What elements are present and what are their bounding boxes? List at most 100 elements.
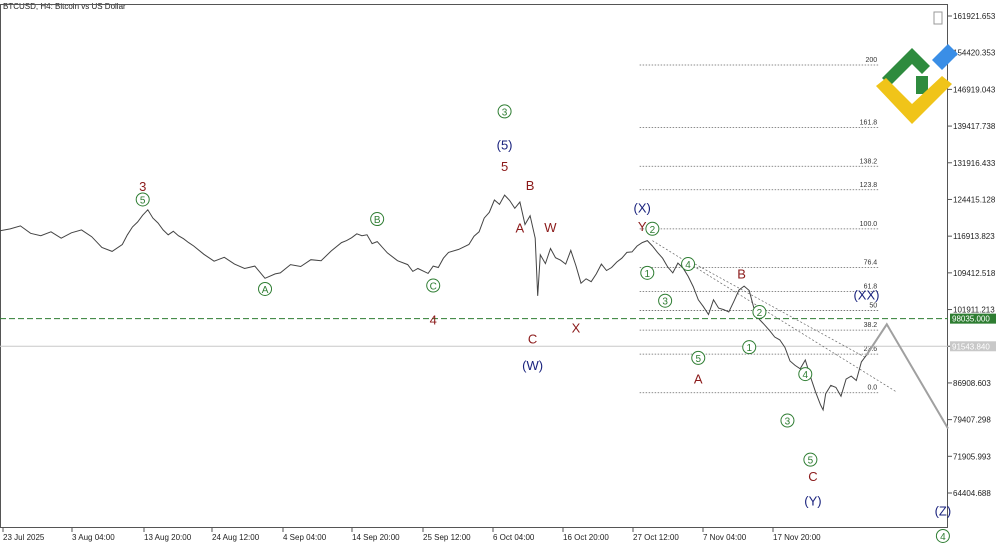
y-tick-label: 146919.043 xyxy=(953,85,996,94)
wave-label: B xyxy=(737,266,746,281)
wave-label: 1 xyxy=(746,343,752,354)
price-tags: 98035.000 91543.840 xyxy=(950,313,996,352)
wave-label-circle xyxy=(640,265,655,280)
x-tick-label: 13 Aug 20:00 xyxy=(144,533,192,542)
fib-level-label: 0.0 xyxy=(867,385,877,392)
axes xyxy=(0,4,948,528)
wave-label: B xyxy=(374,215,381,226)
wave-label: 4 xyxy=(803,370,809,381)
wave-label: 1 xyxy=(645,269,651,280)
x-tick-label: 7 Nov 04:00 xyxy=(703,533,747,542)
wave-label: 4 xyxy=(430,312,437,327)
price-tag-box xyxy=(950,313,996,324)
wave-label: 5 xyxy=(501,159,508,174)
projection-path xyxy=(865,322,949,430)
wave-label: W xyxy=(544,220,557,235)
horizontal-lines xyxy=(0,318,948,347)
fib-level-label: 76.4 xyxy=(864,260,878,267)
x-tick-label: 17 Nov 20:00 xyxy=(773,533,821,542)
fib-level-label: 200 xyxy=(866,57,878,64)
wave-label: C xyxy=(430,282,437,293)
wave-label: 3 xyxy=(139,179,146,194)
wave-label: A xyxy=(694,371,703,386)
wave-label: B xyxy=(526,178,535,193)
trend-line xyxy=(687,259,867,359)
price-series xyxy=(0,194,867,412)
wave-label: 5 xyxy=(695,354,701,365)
price-tag-label: 91543.840 xyxy=(952,342,990,351)
wave-label: 3 xyxy=(662,297,668,308)
fibonacci-levels: 200161.8138.2123.8100.076.461.85038.223.… xyxy=(639,57,880,394)
brand-logo-icon xyxy=(876,44,958,124)
x-tick-label: 25 Sep 12:00 xyxy=(423,533,471,542)
x-axis-ticks: 23 Jul 2025 3 Aug 04:00 13 Aug 20:00 24 Aug… xyxy=(2,528,821,542)
wave-label-circle xyxy=(935,528,950,543)
fib-level-label: 61.8 xyxy=(864,283,878,290)
wave-label: (X) xyxy=(634,200,651,215)
x-tick-label: 3 Aug 04:00 xyxy=(72,533,115,542)
y-tick-label: 161921.653 xyxy=(953,12,996,21)
wave-label-circle xyxy=(258,281,273,296)
x-tick-label: 24 Aug 12:00 xyxy=(212,533,260,542)
fib-level-label: 123.8 xyxy=(860,182,878,189)
wave-label-circle xyxy=(645,221,660,236)
price-tag-box xyxy=(950,341,996,352)
wave-label: X xyxy=(572,321,581,336)
wave-label: Y xyxy=(638,219,647,234)
x-tick-label: 6 Oct 04:00 xyxy=(493,533,535,542)
y-tick-label: 79407.298 xyxy=(953,416,991,425)
wave-label: C xyxy=(528,331,537,346)
fib-level-label: 100.0 xyxy=(860,221,878,228)
wave-label-circle xyxy=(803,452,818,467)
y-tick-label: 71905.993 xyxy=(953,452,991,461)
x-tick-label: 16 Oct 20:00 xyxy=(563,533,609,542)
wave-label: (Y) xyxy=(804,494,821,509)
y-tick-label: 139417.738 xyxy=(953,122,996,131)
wave-label: A xyxy=(516,220,525,235)
projection-line xyxy=(865,322,949,430)
y-tick-label: 101911.213 xyxy=(953,306,995,315)
wave-label-circle xyxy=(681,257,696,272)
y-tick-label: 86908.603 xyxy=(953,379,991,388)
y-tick-label: 124415.128 xyxy=(953,195,996,204)
autoscroll-toggle[interactable] xyxy=(933,11,943,25)
wave-label: 2 xyxy=(650,225,656,236)
wave-label-circle xyxy=(752,304,767,319)
wave-label: (W) xyxy=(522,358,543,373)
logo-blue-stroke xyxy=(932,44,958,70)
x-tick-label: 14 Sep 20:00 xyxy=(352,533,400,542)
wave-label-circle xyxy=(658,293,673,308)
wave-label-circle xyxy=(780,413,795,428)
trend-lines xyxy=(652,240,898,393)
price-line xyxy=(0,194,867,412)
y-tick-label: 64404.688 xyxy=(953,489,991,498)
wave-label: 5 xyxy=(808,456,814,467)
wave-label: 4 xyxy=(940,532,946,543)
x-tick-label: 23 Jul 2025 xyxy=(3,533,45,542)
wave-label: C xyxy=(808,469,817,484)
fib-level-label: 138.2 xyxy=(860,158,878,165)
logo-green-bar xyxy=(916,76,928,94)
price-tag-label: 98035.000 xyxy=(952,315,990,324)
fib-level-label: 161.8 xyxy=(860,120,878,127)
wave-label: (XX) xyxy=(853,287,879,302)
logo-green-chevron xyxy=(882,48,930,86)
logo-yellow-chevron xyxy=(876,76,952,124)
wave-label: A xyxy=(262,285,269,296)
wave-label: 3 xyxy=(502,107,508,118)
y-tick-label: 154420.353 xyxy=(953,49,996,58)
x-tick-label: 4 Sep 04:00 xyxy=(283,533,327,542)
y-tick-label: 131916.433 xyxy=(953,159,996,168)
wave-label-circle xyxy=(691,350,706,365)
wave-label: (5) xyxy=(497,138,513,153)
x-tick-label: 27 Oct 12:00 xyxy=(633,533,679,542)
wave-label: 5 xyxy=(140,195,146,206)
wave-label-circle xyxy=(497,104,512,119)
chart-title: BTCUSD, H4: Bitcoin vs US Dollar xyxy=(3,2,126,11)
fib-level-label: 38.2 xyxy=(864,322,878,329)
wave-label-circle xyxy=(742,340,757,355)
fib-level-label: 50 xyxy=(869,303,877,310)
